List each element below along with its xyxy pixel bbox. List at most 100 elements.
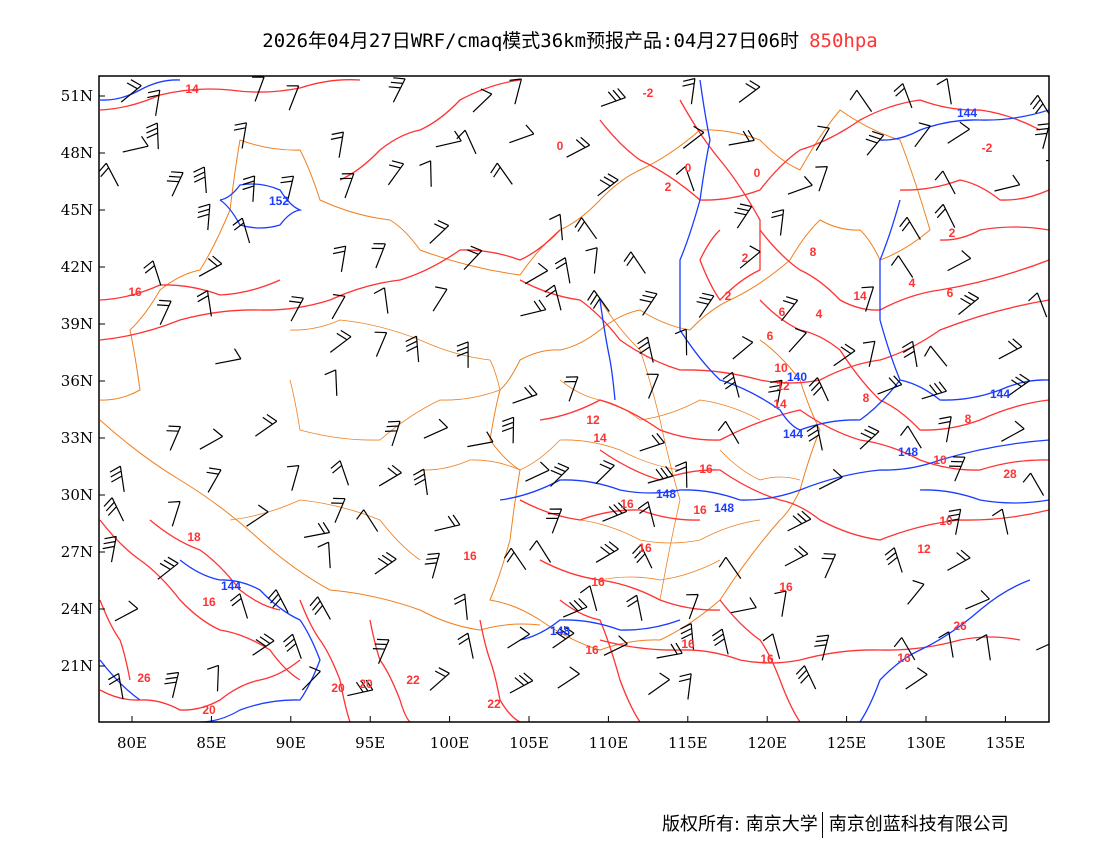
wind-barb [722,371,740,398]
temperature-contour [539,559,721,611]
wind-barb [938,416,952,443]
temperature-label: 26 [137,671,151,685]
wind-barb [675,166,695,192]
temperature-label: 0 [754,166,761,180]
wind-barb [168,500,181,527]
lon-label: 130E [906,734,946,752]
wind-barb [806,424,823,451]
temperature-contour [519,279,1049,384]
wind-barb [146,122,159,150]
map-title: 2026年04月27日WRF/cmaq模式36km预报产品:04月27日06时 8… [0,26,1100,53]
wind-barb [626,594,643,621]
temperature-label: 2 [725,289,732,303]
temperature-label: 14 [185,82,199,96]
wind-barb [109,465,125,492]
wind-barb [815,125,830,151]
wind-barb [453,593,468,620]
wind-barb [603,635,628,656]
wind-barb [632,544,653,569]
wind-barb [711,628,729,655]
wind-barb [893,83,913,109]
wind-barb [821,553,837,579]
wind-barb [246,504,269,527]
temperature-label: 14 [773,397,787,411]
lon-label: 120E [747,734,787,752]
temperature-contour [369,619,411,722]
wind-barb [994,174,1021,192]
wind-barb [648,672,670,696]
temperature-contour [149,519,281,611]
temperature-label: 16 [463,549,477,563]
wind-barb [286,465,300,491]
wind-barb [554,257,571,284]
wind-barb [114,600,139,622]
wind-barb [862,340,876,367]
lat-label: 48N [61,144,93,162]
temperature-label: 2 [742,251,749,265]
wind-barb [781,296,799,321]
wind-barb [503,547,527,571]
lon-label: 100E [430,734,470,752]
wind-barb [456,341,469,368]
wind-barb [413,468,428,496]
height-label: 148 [714,501,734,515]
height-contour [879,109,1049,141]
lat-label: 30N [61,486,93,504]
footer: 版权所有: 南京大学 南京创蓝科技有限公司 [662,810,1009,838]
temperature-label: 10 [939,514,953,528]
wind-barb [595,541,619,563]
wind-barb [730,597,757,614]
lat-label: 21N [61,657,93,675]
wind-barb [196,290,212,317]
wind-barb [1036,643,1049,651]
temperature-contour [899,179,1049,201]
wind-barb [637,336,654,363]
wind-barb [374,331,388,357]
wind-barb [550,462,570,487]
temperature-contour [939,226,1049,241]
wind-barb [330,460,350,486]
wind-barb [120,79,142,103]
wind-barb [122,135,149,153]
wind-barb [267,589,289,613]
wind-barb [206,467,222,493]
wind-barb [424,552,440,579]
wind-barb [814,634,830,661]
temperature-contour [99,519,301,681]
temperature-label: 10 [933,453,947,467]
wind-barb [544,284,562,311]
wind-barb [947,250,972,272]
lat-label: 42N [61,258,93,276]
height-label: 140 [787,370,807,384]
wind-barb [934,203,956,228]
lat-label: 36N [61,372,93,390]
temperature-label: 16 [897,651,911,665]
wind-barb [861,286,875,312]
wind-barb [762,633,781,660]
wind-barb [833,343,856,367]
wind-barb [647,466,674,484]
wind-barb [728,129,755,146]
wind-barb [435,130,462,148]
temperature-label: 4 [816,307,823,321]
wind-barb [901,340,918,368]
wind-barb [423,418,449,439]
wind-barb [1022,472,1045,496]
wind-barb [374,551,397,575]
wind-barb [732,335,754,360]
wind-barb [467,431,494,448]
wind-barb [512,385,538,404]
temperature-contour [519,499,701,521]
wind-barb [938,631,954,658]
wind-barb [329,329,352,353]
wind-barb [1008,373,1030,397]
wind-barb [562,597,588,618]
temperature-label: 16 [128,285,142,299]
wind-barb [434,514,461,532]
wind-barb [283,633,302,659]
wind-barb [998,338,1023,360]
wind-barb [509,124,535,144]
temperature-label: 18 [187,530,201,544]
wind-barb [739,245,761,269]
wind-barb [387,160,405,186]
